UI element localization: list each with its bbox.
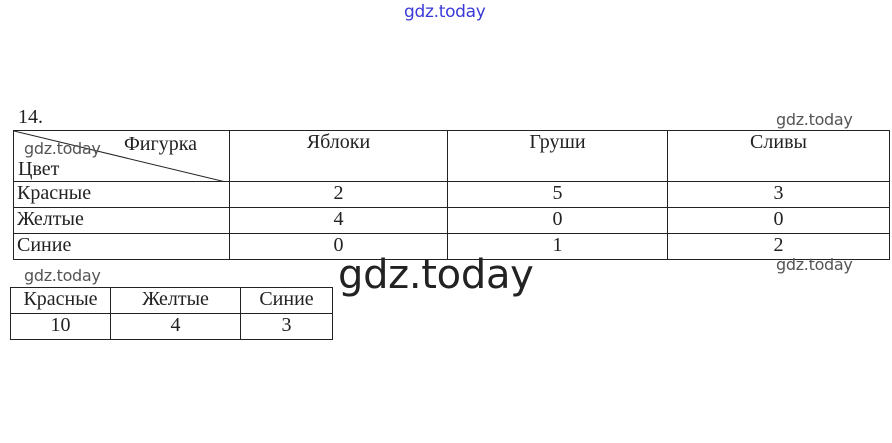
watermark: gdz.today [776,255,853,274]
watermark-top: gdz.today [404,2,486,22]
watermark: gdz.today [24,139,101,158]
exercise-number: 14. [18,106,43,128]
corner-bottom-label: Цвет [18,158,60,180]
watermark: gdz.today [24,266,101,285]
cell: 1 [447,233,668,260]
row-label: Красные [13,181,230,208]
cell: 0 [229,233,448,260]
main-table: Фигурка Цвет Яблоки Груши Сливы Красные … [13,130,890,260]
cell: 4 [110,313,241,340]
column-header: Синие [240,287,333,314]
cell: 2 [229,181,448,208]
column-header: Сливы [667,130,890,182]
totals-table: Красные Желтые Синие 10 4 3 [10,287,333,340]
cell: 3 [667,181,890,208]
table-row: Синие 0 1 2 [13,233,890,260]
column-header: Красные [10,287,111,314]
diagonal-line [14,131,222,181]
watermark-large: gdz.today [338,252,534,298]
cell: 3 [240,313,333,340]
header-row: Фигурка Цвет Яблоки Груши Сливы [13,130,890,182]
column-header: Груши [447,130,668,182]
cell: 0 [667,207,890,234]
table-row: Красные 2 5 3 [13,181,890,208]
corner-cell: Фигурка Цвет [13,130,230,182]
table-row: 10 4 3 [10,313,333,340]
cell: 0 [447,207,668,234]
watermark: gdz.today [776,110,853,129]
corner-top-label: Фигурка [124,133,197,155]
column-header: Желтые [110,287,241,314]
cell: 4 [229,207,448,234]
header-row: Красные Желтые Синие [10,287,333,314]
table-row: Желтые 4 0 0 [13,207,890,234]
row-label: Синие [13,233,230,260]
cell: 2 [667,233,890,260]
row-label: Желтые [13,207,230,234]
column-header: Яблоки [229,130,448,182]
cell: 5 [447,181,668,208]
cell: 10 [10,313,111,340]
